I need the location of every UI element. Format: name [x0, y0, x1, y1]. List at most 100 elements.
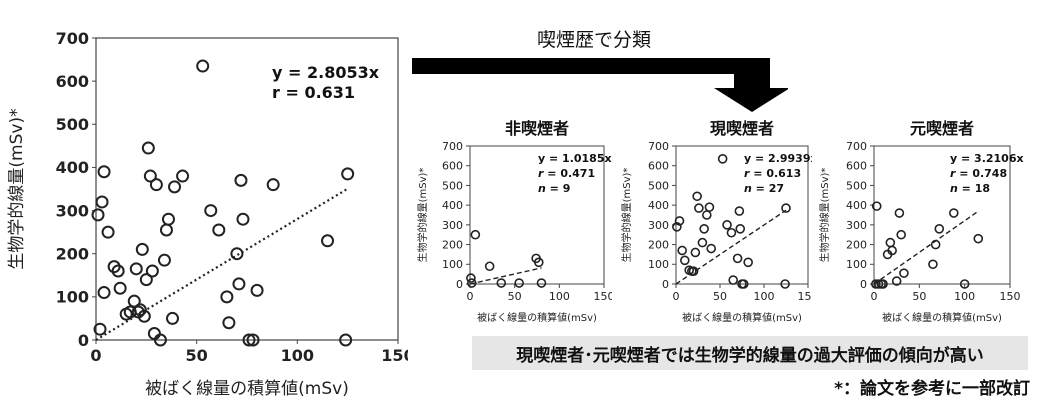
data-point — [149, 178, 163, 192]
x-tick-label: 0 — [871, 290, 878, 303]
data-point — [135, 242, 149, 256]
data-point — [732, 253, 743, 264]
plot-frame — [675, 145, 809, 285]
y-tick-label: 300 — [56, 201, 89, 220]
data-point — [341, 167, 355, 181]
y-tick-label: 300 — [442, 219, 463, 232]
x-axis-label: 被ばく線量の積算値(mSv) — [477, 311, 597, 324]
data-point — [168, 180, 182, 194]
data-point — [266, 178, 280, 192]
data-point — [97, 165, 111, 179]
data-point — [738, 279, 749, 289]
y-tick-label: 700 — [442, 140, 463, 153]
y-tick-label: 0 — [860, 278, 867, 291]
data-point — [692, 191, 702, 202]
y-tick-label: 600 — [846, 160, 867, 173]
y-tick-label: 0 — [662, 278, 669, 291]
data-point — [111, 264, 125, 278]
data-point — [672, 222, 682, 232]
data-point — [688, 266, 699, 276]
y-tick-label: 300 — [846, 219, 867, 232]
data-point — [873, 279, 884, 289]
data-point — [699, 224, 709, 234]
x-tick-label: 100 — [281, 346, 314, 365]
data-point — [896, 229, 906, 240]
data-point — [690, 247, 701, 258]
data-point — [147, 327, 161, 341]
data-point — [514, 278, 524, 288]
x-tick-label: 50 — [713, 290, 727, 303]
data-point — [113, 281, 127, 295]
flow-arrow — [412, 58, 788, 112]
data-point — [484, 261, 495, 272]
y-tick-label: 300 — [648, 219, 669, 232]
chart-title: 非喫煙者 — [505, 119, 569, 138]
x-tick-label: 150 — [798, 290, 813, 303]
conclusion-banner: 現喫煙者･元喫煙者では生物学的線量の過大評価の傾向が高い — [472, 336, 1028, 370]
data-point — [161, 212, 175, 226]
trend-line — [95, 187, 349, 341]
data-point — [141, 141, 155, 155]
x-tick-label: 50 — [912, 290, 926, 303]
data-point — [339, 333, 353, 347]
data-point — [220, 290, 234, 304]
data-point — [726, 227, 737, 238]
y-tick-label: 100 — [648, 258, 669, 271]
data-point — [680, 255, 690, 266]
data-point — [157, 253, 171, 267]
data-point — [677, 245, 687, 256]
data-point — [735, 224, 746, 234]
data-point — [196, 59, 210, 73]
data-point — [878, 279, 888, 289]
data-point — [137, 309, 151, 323]
x-tick-label: 100 — [754, 290, 775, 303]
x-tick-label: 150 — [594, 290, 613, 303]
data-point — [321, 234, 335, 248]
data-point — [97, 286, 111, 300]
regression-equation: y = 1.0185x — [538, 152, 612, 165]
x-tick-label: 150 — [381, 346, 408, 365]
data-point — [212, 223, 226, 237]
data-point — [694, 203, 704, 213]
x-tick-label: 0 — [673, 290, 680, 303]
data-point — [127, 294, 141, 308]
regression-annotation: y = 2.8053x — [272, 63, 380, 82]
correlation-r: r = 0.613 — [744, 167, 801, 180]
data-point — [780, 279, 790, 289]
data-point — [176, 169, 190, 183]
y-tick-label: 100 — [442, 258, 463, 271]
y-tick-label: 500 — [846, 179, 867, 192]
data-point — [246, 333, 260, 347]
x-tick-label: 100 — [549, 290, 570, 303]
data-point — [496, 278, 507, 288]
y-tick-label: 400 — [846, 199, 867, 212]
data-point — [706, 243, 716, 254]
sample-size-n: n = 9 — [538, 182, 570, 195]
data-point — [166, 311, 180, 325]
data-point — [153, 333, 167, 347]
data-point — [697, 237, 708, 248]
data-point — [204, 204, 218, 218]
y-tick-label: 200 — [648, 239, 669, 252]
data-point — [93, 322, 107, 336]
data-point — [222, 316, 236, 330]
data-point — [250, 283, 264, 297]
data-point — [894, 208, 905, 218]
trend-line — [469, 267, 542, 285]
regression-equation: y = 2.9939x — [744, 152, 812, 165]
trend-line — [873, 210, 979, 285]
data-point — [129, 262, 143, 276]
y-tick-label: 700 — [56, 29, 89, 48]
data-point — [145, 264, 159, 278]
y-tick-label: 0 — [78, 331, 89, 350]
data-point — [959, 279, 970, 289]
y-tick-label: 500 — [648, 179, 669, 192]
data-point — [133, 303, 147, 317]
flow-label: 喫煙歴で分類 — [537, 29, 651, 51]
x-tick-label: 50 — [508, 290, 522, 303]
data-point — [948, 208, 959, 218]
chart-title: 元喫煙者 — [910, 119, 974, 138]
plot-frame — [873, 145, 1011, 285]
data-point — [232, 277, 246, 291]
y-axis-label: 生物学的線量(mSv)* — [416, 168, 429, 263]
